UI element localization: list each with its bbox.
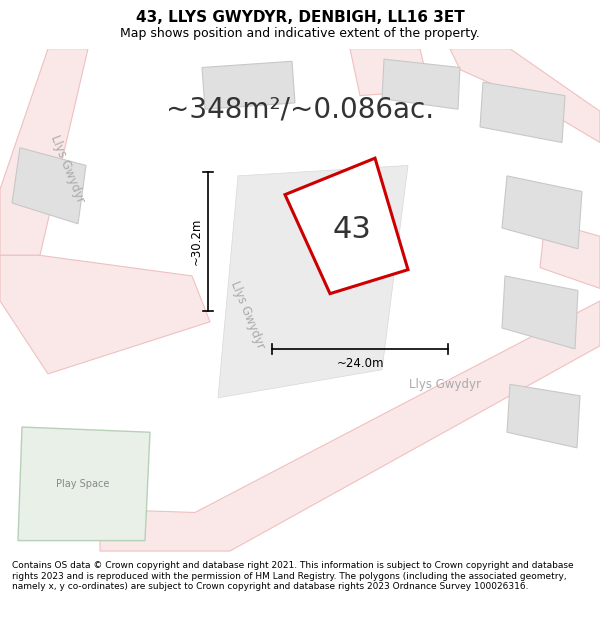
Polygon shape <box>382 59 460 109</box>
Polygon shape <box>285 158 408 294</box>
Text: ~30.2m: ~30.2m <box>190 218 203 265</box>
Polygon shape <box>502 276 578 349</box>
Text: Llys Gwydyr: Llys Gwydyr <box>229 279 268 350</box>
Polygon shape <box>450 49 600 142</box>
Text: Map shows position and indicative extent of the property.: Map shows position and indicative extent… <box>120 27 480 40</box>
Polygon shape <box>540 221 600 288</box>
Text: Play Space: Play Space <box>56 479 110 489</box>
Polygon shape <box>0 255 210 374</box>
Polygon shape <box>480 82 565 142</box>
Polygon shape <box>0 49 88 255</box>
Polygon shape <box>12 148 86 224</box>
Polygon shape <box>507 384 580 448</box>
Polygon shape <box>18 427 150 541</box>
Text: Llys Gwydyr: Llys Gwydyr <box>49 132 88 204</box>
Text: 43, LLYS GWYDYR, DENBIGH, LL16 3ET: 43, LLYS GWYDYR, DENBIGH, LL16 3ET <box>136 10 464 25</box>
Text: ~348m²/~0.086ac.: ~348m²/~0.086ac. <box>166 95 434 123</box>
Polygon shape <box>100 301 600 551</box>
Text: Contains OS data © Crown copyright and database right 2021. This information is : Contains OS data © Crown copyright and d… <box>12 561 574 591</box>
Text: 43: 43 <box>332 214 371 244</box>
Text: Llys Gwydyr: Llys Gwydyr <box>409 378 481 391</box>
Text: ~24.0m: ~24.0m <box>336 357 384 370</box>
Polygon shape <box>202 61 295 109</box>
Polygon shape <box>502 176 582 249</box>
Polygon shape <box>350 49 430 96</box>
Polygon shape <box>218 166 408 398</box>
